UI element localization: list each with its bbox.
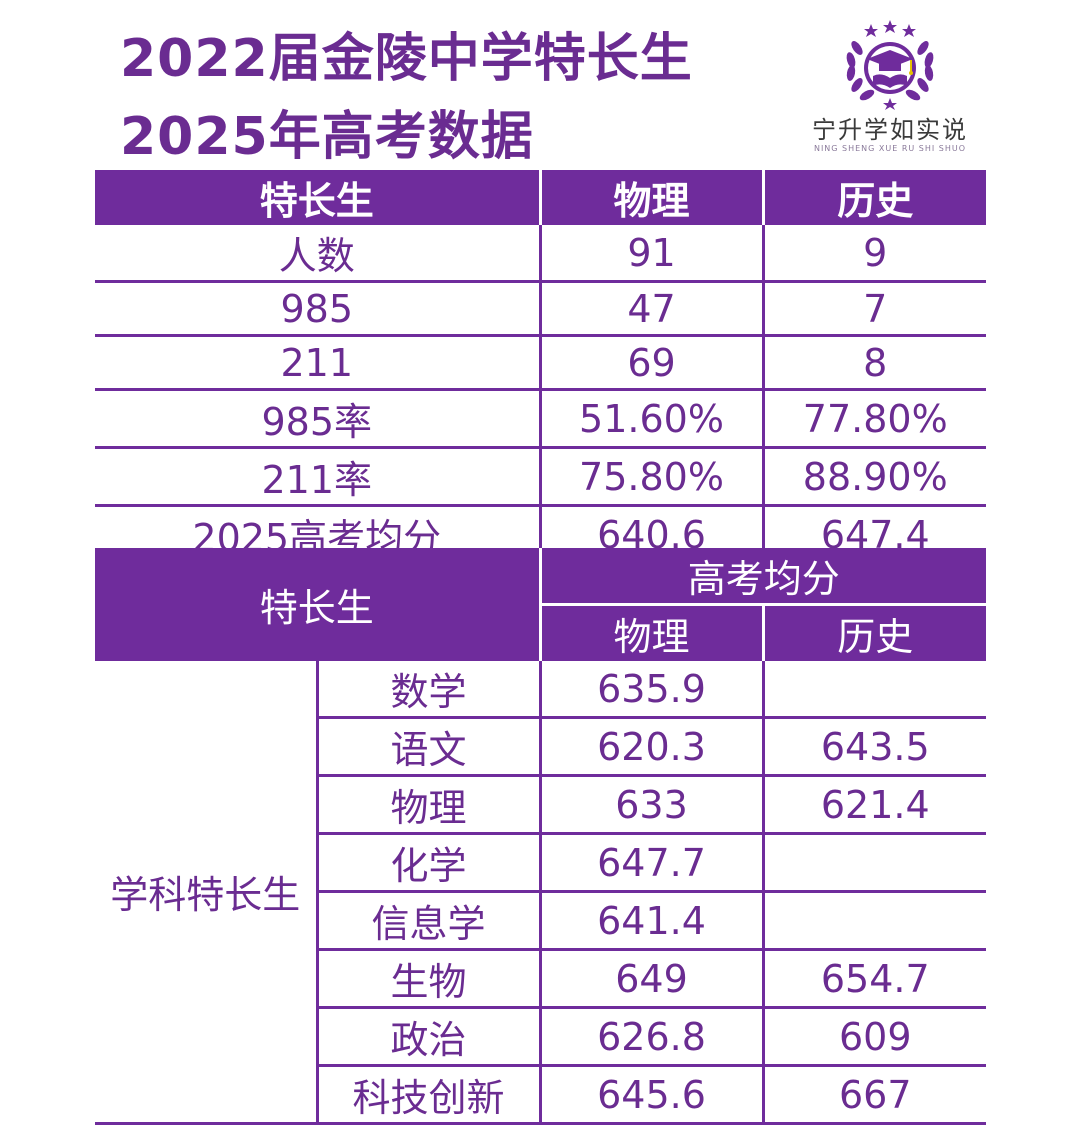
header-physics: 物理 xyxy=(538,603,764,661)
page-title-line-1: 2022届金陵中学特长生 xyxy=(120,29,693,89)
header-category: 特长生 xyxy=(95,170,540,225)
table-row: 化学 647.7 xyxy=(95,833,987,893)
header-history: 历史 xyxy=(761,170,986,225)
physics-value: 51.60% xyxy=(538,389,763,449)
row-label: 985率 xyxy=(95,389,540,449)
physics-value: 47 xyxy=(538,281,763,337)
table-row: 信息学 641.4 xyxy=(95,891,987,951)
history-value: 643.5 xyxy=(763,717,987,777)
brand-name: 宁升学如实说 xyxy=(812,116,968,144)
subject-table: 特长生 高考均分 物理 历史 学科特长生 数学 635.9 语文 620.3 6… xyxy=(95,548,987,1125)
history-value: 667 xyxy=(763,1065,987,1125)
table-row: 211率 75.80% 88.90% xyxy=(95,447,986,507)
subject-label: 物理 xyxy=(317,775,542,835)
physics-value: 620.3 xyxy=(540,717,765,777)
history-value: 77.80% xyxy=(761,389,986,449)
table-row: 学科特长生 数学 635.9 xyxy=(95,661,987,1125)
physics-value: 645.6 xyxy=(540,1065,765,1125)
history-value xyxy=(763,833,987,893)
header-average-score: 高考均分 xyxy=(538,548,987,605)
subject-label: 语文 xyxy=(317,717,542,777)
laurel-crest-icon xyxy=(846,20,934,110)
physics-value: 649 xyxy=(540,949,765,1009)
table-row: 语文 620.3 643.5 xyxy=(95,717,987,777)
physics-value: 91 xyxy=(538,225,763,283)
subject-label: 信息学 xyxy=(317,891,542,951)
table-row: 物理 633 621.4 xyxy=(95,775,987,835)
row-label: 211率 xyxy=(95,447,540,507)
history-value: 621.4 xyxy=(763,775,987,835)
summary-table: 特长生 物理 历史 人数 91 9 985 47 7 211 69 8 985率… xyxy=(95,170,986,565)
physics-value: 635.9 xyxy=(540,661,765,719)
table-row: 科技创新 645.6 667 xyxy=(95,1065,987,1125)
subject-label: 科技创新 xyxy=(317,1065,542,1125)
subject-table-header-top: 特长生 高考均分 xyxy=(95,548,987,661)
history-value xyxy=(763,891,987,951)
table-row: 985 47 7 xyxy=(95,281,986,337)
subject-label: 生物 xyxy=(317,949,542,1009)
header-specialty: 特长生 xyxy=(95,548,541,661)
subject-label: 数学 xyxy=(317,661,542,719)
row-label: 人数 xyxy=(95,225,540,283)
table-row: 211 69 8 xyxy=(95,335,986,391)
summary-table-header: 特长生 物理 历史 xyxy=(95,170,986,225)
table-row: 985率 51.60% 77.80% xyxy=(95,389,986,449)
history-value: 609 xyxy=(763,1007,987,1067)
physics-value: 647.7 xyxy=(540,833,765,893)
physics-value: 75.80% xyxy=(538,447,763,507)
subject-label: 化学 xyxy=(317,833,542,893)
category-label: 学科特长生 xyxy=(95,661,319,1125)
table-row: 人数 91 9 xyxy=(95,225,986,283)
history-value: 8 xyxy=(761,335,986,391)
header-physics: 物理 xyxy=(538,170,763,225)
page-title-line-2: 2025年高考数据 xyxy=(120,107,534,167)
history-value: 9 xyxy=(761,225,986,283)
row-label: 985 xyxy=(95,281,540,337)
history-value xyxy=(763,661,987,719)
row-label: 211 xyxy=(95,335,540,391)
subject-table-header-sub: 物理 历史 xyxy=(95,603,987,661)
brand-pinyin: NING SHENG XUE RU SHI SHUO xyxy=(813,144,967,153)
table-row: 政治 626.8 609 xyxy=(95,1007,987,1067)
brand-logo: 宁升学如实说 NING SHENG XUE RU SHI SHUO xyxy=(805,18,975,158)
table-row: 生物 649 654.7 xyxy=(95,949,987,1009)
physics-value: 626.8 xyxy=(540,1007,765,1067)
physics-value: 633 xyxy=(540,775,765,835)
subject-label: 政治 xyxy=(317,1007,542,1067)
header-history: 历史 xyxy=(761,603,987,661)
physics-value: 69 xyxy=(538,335,763,391)
history-value: 7 xyxy=(761,281,986,337)
history-value: 88.90% xyxy=(761,447,986,507)
history-value: 654.7 xyxy=(763,949,987,1009)
physics-value: 641.4 xyxy=(540,891,765,951)
